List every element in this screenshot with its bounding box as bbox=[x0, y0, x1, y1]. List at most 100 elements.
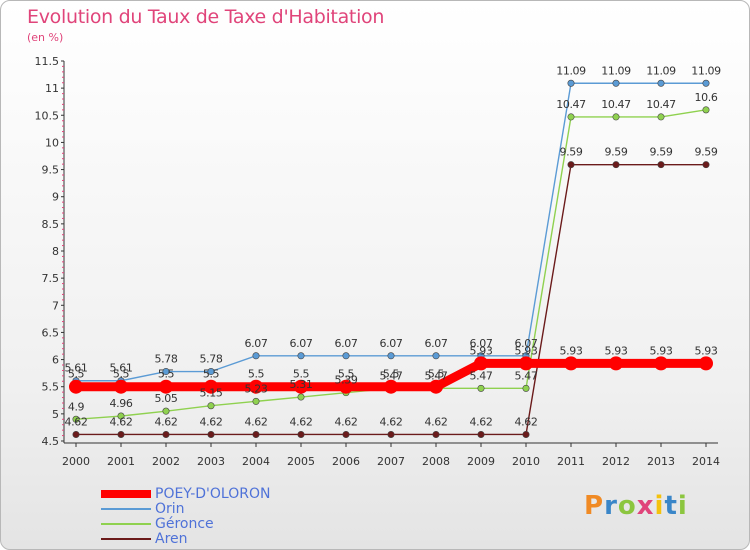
x-tick-label: 2009 bbox=[467, 455, 495, 468]
data-label: 9.59 bbox=[695, 146, 718, 159]
x-tick-label: 2008 bbox=[422, 455, 450, 468]
series-point-0 bbox=[699, 356, 713, 371]
legend-label: Aren bbox=[155, 531, 188, 547]
legend-entry: POEY-D'OLORON bbox=[101, 486, 270, 502]
series-point-0 bbox=[519, 356, 533, 371]
data-label: 5.61 bbox=[65, 362, 88, 375]
series-point-0 bbox=[384, 379, 398, 394]
data-label: 5.5 bbox=[68, 368, 85, 381]
data-label: 6.07 bbox=[335, 337, 358, 350]
series-point-0 bbox=[69, 379, 83, 394]
series-point-3 bbox=[567, 161, 575, 169]
y-tick-label: 9.5 bbox=[42, 164, 60, 177]
series-point-3 bbox=[117, 430, 125, 438]
logo-letter: t bbox=[664, 491, 678, 521]
series-point-0 bbox=[249, 379, 263, 394]
series-point-0 bbox=[294, 379, 308, 394]
y-tick-label: 7 bbox=[52, 299, 59, 312]
series-point-3 bbox=[432, 430, 440, 438]
data-label: 11.09 bbox=[601, 64, 631, 77]
data-label: 11.09 bbox=[646, 64, 676, 77]
series-point-2 bbox=[567, 113, 575, 121]
data-label: 9.59 bbox=[605, 146, 628, 159]
chart-subtitle: (en %) bbox=[27, 31, 64, 44]
series-point-3 bbox=[522, 430, 530, 438]
x-tick-label: 2014 bbox=[692, 455, 720, 468]
legend-swatch bbox=[101, 538, 151, 540]
proxiti-logo: Proxiti bbox=[584, 491, 688, 521]
y-tick-label: 10.5 bbox=[35, 109, 60, 122]
x-tick-label: 2000 bbox=[62, 455, 90, 468]
data-label: 5.5 bbox=[338, 368, 355, 381]
series-point-3 bbox=[612, 161, 620, 169]
series-point-2 bbox=[252, 397, 260, 405]
y-tick-label: 5.5 bbox=[42, 381, 60, 394]
data-label: 4.96 bbox=[110, 397, 133, 410]
data-label: 9.59 bbox=[560, 146, 583, 159]
logo-letter: P bbox=[584, 491, 605, 521]
series-point-1 bbox=[432, 352, 440, 360]
data-label: 11.09 bbox=[691, 64, 721, 77]
data-label: 6.07 bbox=[290, 337, 313, 350]
data-label: 5.5 bbox=[113, 368, 130, 381]
legend-swatch bbox=[101, 523, 151, 525]
data-label: 4.62 bbox=[110, 415, 133, 428]
series-point-2 bbox=[117, 412, 125, 420]
series-point-1 bbox=[207, 368, 215, 376]
data-label: 4.62 bbox=[200, 415, 223, 428]
data-label: 5.47 bbox=[380, 369, 403, 382]
series-point-1 bbox=[387, 352, 395, 360]
series-point-2 bbox=[72, 415, 80, 423]
x-tick-label: 2003 bbox=[197, 455, 225, 468]
data-label: 4.62 bbox=[290, 415, 313, 428]
data-label: 4.62 bbox=[380, 415, 403, 428]
series-point-2 bbox=[702, 106, 710, 114]
series-point-1 bbox=[657, 79, 665, 87]
series-point-2 bbox=[162, 407, 170, 415]
data-label: 6.07 bbox=[380, 337, 403, 350]
series-point-3 bbox=[252, 430, 260, 438]
data-label: 4.9 bbox=[68, 400, 85, 413]
data-label: 4.62 bbox=[155, 415, 178, 428]
data-label: 5.5 bbox=[293, 368, 310, 381]
data-label: 5.23 bbox=[245, 382, 268, 395]
series-point-1 bbox=[612, 79, 620, 87]
logo-letter: x bbox=[636, 491, 655, 521]
series-point-2 bbox=[657, 113, 665, 121]
legend-label: POEY-D'OLORON bbox=[155, 486, 271, 502]
data-label: 5.93 bbox=[695, 344, 718, 357]
legend-entry: Orin bbox=[101, 501, 185, 517]
series-point-0 bbox=[474, 356, 488, 371]
data-label: 5.5 bbox=[248, 368, 265, 381]
data-label: 10.47 bbox=[646, 98, 676, 111]
x-tick-label: 2013 bbox=[647, 455, 675, 468]
legend-entry: Aren bbox=[101, 531, 188, 547]
data-label: 5.93 bbox=[650, 344, 673, 357]
x-tick-label: 2011 bbox=[557, 455, 585, 468]
y-tick-label: 5 bbox=[52, 408, 59, 421]
data-label: 10.6 bbox=[695, 91, 718, 104]
data-label: 4.62 bbox=[335, 415, 358, 428]
data-label: 5.05 bbox=[155, 392, 178, 405]
data-label: 5.5 bbox=[203, 368, 220, 381]
series-point-3 bbox=[162, 430, 170, 438]
x-tick-label: 2006 bbox=[332, 455, 360, 468]
data-label: 5.61 bbox=[110, 362, 133, 375]
data-label: 5.93 bbox=[470, 344, 493, 357]
series-point-3 bbox=[342, 430, 350, 438]
series-point-0 bbox=[114, 379, 128, 394]
data-label: 10.47 bbox=[601, 98, 631, 111]
legend-swatch bbox=[101, 508, 151, 510]
series-point-0 bbox=[654, 356, 668, 371]
data-label: 5.5 bbox=[383, 368, 400, 381]
series-point-1 bbox=[297, 352, 305, 360]
x-tick-label: 2002 bbox=[152, 455, 180, 468]
series-point-2 bbox=[612, 113, 620, 121]
x-tick-label: 2004 bbox=[242, 455, 270, 468]
legend-entry: Géronce bbox=[101, 516, 214, 532]
series-point-1 bbox=[162, 368, 170, 376]
series-point-0 bbox=[159, 379, 173, 394]
chart-title: Evolution du Taux de Taxe d'Habitation bbox=[27, 6, 385, 28]
data-label: 5.5 bbox=[428, 368, 445, 381]
